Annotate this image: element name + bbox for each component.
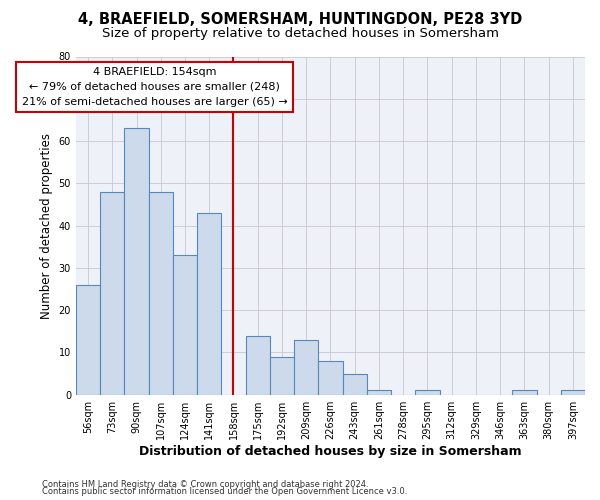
Bar bbox=[173, 255, 197, 394]
Text: Contains HM Land Registry data © Crown copyright and database right 2024.: Contains HM Land Registry data © Crown c… bbox=[42, 480, 368, 489]
Bar bbox=[415, 390, 440, 394]
Text: Size of property relative to detached houses in Somersham: Size of property relative to detached ho… bbox=[101, 28, 499, 40]
Bar bbox=[343, 374, 367, 394]
Bar bbox=[367, 390, 391, 394]
Bar bbox=[561, 390, 585, 394]
Text: 4, BRAEFIELD, SOMERSHAM, HUNTINGDON, PE28 3YD: 4, BRAEFIELD, SOMERSHAM, HUNTINGDON, PE2… bbox=[78, 12, 522, 28]
Bar bbox=[294, 340, 319, 394]
Bar bbox=[100, 192, 124, 394]
Bar bbox=[197, 213, 221, 394]
Y-axis label: Number of detached properties: Number of detached properties bbox=[40, 132, 53, 318]
Bar bbox=[124, 128, 149, 394]
Bar bbox=[245, 336, 270, 394]
Text: 4 BRAEFIELD: 154sqm
← 79% of detached houses are smaller (248)
21% of semi-detac: 4 BRAEFIELD: 154sqm ← 79% of detached ho… bbox=[22, 67, 287, 106]
Text: Contains public sector information licensed under the Open Government Licence v3: Contains public sector information licen… bbox=[42, 487, 407, 496]
Bar bbox=[149, 192, 173, 394]
Bar bbox=[76, 285, 100, 395]
X-axis label: Distribution of detached houses by size in Somersham: Distribution of detached houses by size … bbox=[139, 444, 522, 458]
Bar bbox=[270, 356, 294, 395]
Bar bbox=[512, 390, 536, 394]
Bar bbox=[319, 361, 343, 394]
